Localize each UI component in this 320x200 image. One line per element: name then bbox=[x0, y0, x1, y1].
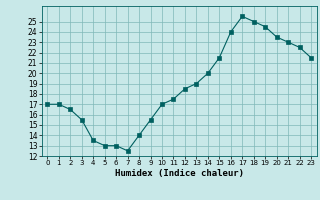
X-axis label: Humidex (Indice chaleur): Humidex (Indice chaleur) bbox=[115, 169, 244, 178]
